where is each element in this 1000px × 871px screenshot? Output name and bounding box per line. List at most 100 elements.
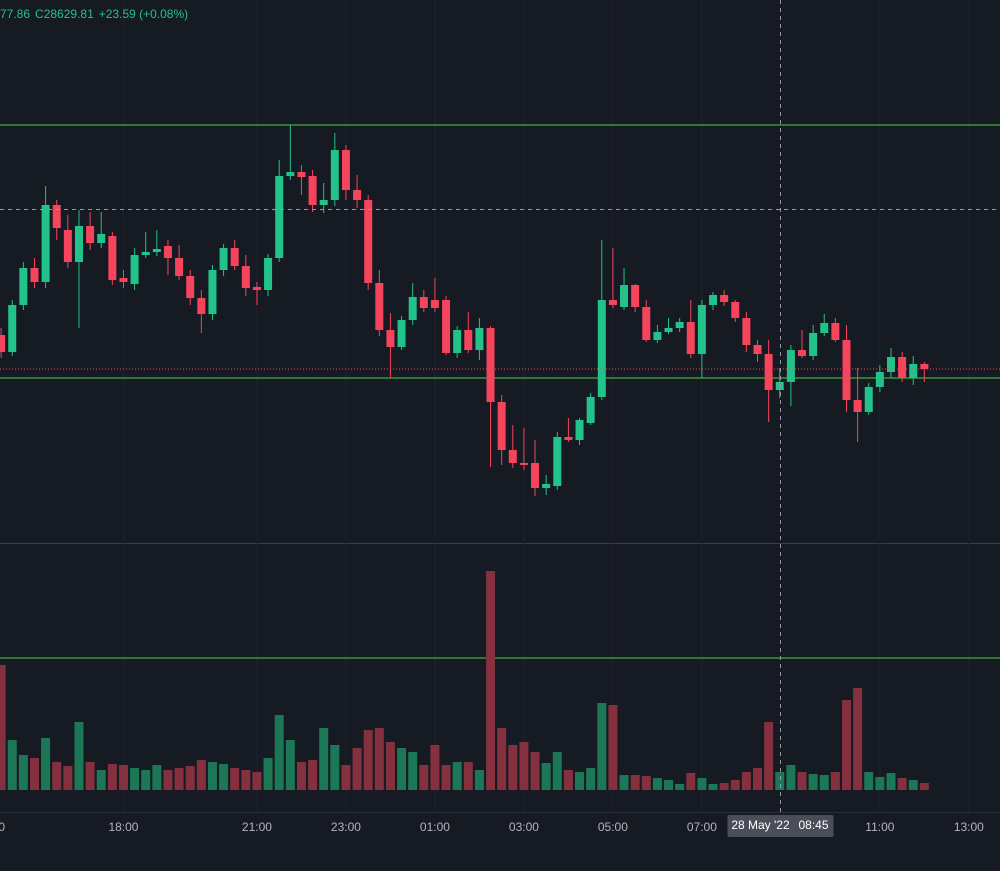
candle-body [664,328,673,332]
candle-body [341,150,350,190]
volume-bar [675,784,685,790]
volume-bar [374,728,384,790]
volume-bar [741,772,751,790]
volume-bar [886,773,896,790]
candle-body [709,295,718,305]
volume-bar [664,780,674,790]
candle-body [642,307,651,340]
volume-bar [541,763,551,790]
x-tick-label: 21:00 [242,820,272,834]
volume-bar [897,778,907,790]
candle-body [686,322,695,354]
candle-body [0,335,6,352]
volume-bar [352,748,362,790]
candle-body [720,295,729,302]
volume-bar [519,742,529,790]
candle-body [63,230,72,262]
volume-bar [441,765,451,790]
candle-body [186,276,195,298]
candle-body [608,300,617,305]
candle-body [219,248,228,270]
crosshair-date: 28 May '22 [731,818,790,832]
volume-bar [241,770,251,790]
volume-bar [830,772,840,790]
candle-body [430,300,439,308]
x-tick-label: 03:00 [509,820,539,834]
volume-bar [686,773,696,790]
candle-body [486,328,495,402]
candle-body [519,463,528,465]
volume-bar [919,783,929,790]
volume-bar [497,728,507,790]
candle-body [864,387,873,412]
candle-body [264,258,273,290]
volume-bar [508,745,518,790]
x-tick-label: 07:00 [687,820,717,834]
volume-bar [408,752,418,790]
candle-body [408,297,417,320]
candle-body [775,382,784,390]
volume-bar [630,775,640,790]
volume-bar [853,688,863,790]
volume-bar [52,762,62,790]
candle-body [553,437,562,486]
candle-body [575,420,584,440]
candle-body [809,333,818,356]
candle-body [631,285,640,307]
volume-bar [152,765,162,790]
volume-bar [875,777,885,790]
volume-bar [18,755,28,790]
candle-body [442,300,451,353]
candle-body [30,268,39,282]
volume-bar [819,775,829,790]
candle-body [731,302,740,318]
candle-body [508,450,517,463]
candle-body [353,190,362,200]
candle-body [197,298,206,314]
candle-body [286,172,295,176]
volume-bar [196,760,206,790]
volume-bar [29,758,39,790]
candle-body [141,252,150,255]
volume-bar [575,772,585,790]
volume-bar [753,768,763,790]
volume-bar [141,770,151,790]
candle-body [130,255,139,284]
volume-bar [552,752,562,790]
candle-body [798,350,807,356]
volume-bar [85,762,95,790]
candle-body [475,328,484,350]
volume-bar [764,722,774,790]
volume-bar [719,783,729,790]
volume-bar [96,770,106,790]
x-tick-label: 05:00 [598,820,628,834]
volume-bar [296,762,306,790]
candle-body [41,205,50,282]
candle-body [275,176,284,258]
candle-body [297,172,306,177]
x-tick-label: 13:00 [954,820,984,834]
volume-bar [185,766,195,790]
volume-bar [452,762,462,790]
volume-bar [263,758,273,790]
ohlc-legend: 77.86 C28629.81 +23.59 (+0.08%) [0,7,188,21]
volume-bar [41,738,51,790]
x-tick-label: 18:00 [108,820,138,834]
candle-body [86,226,95,243]
candle-body [308,176,317,205]
legend-low: 77.86 [0,7,30,21]
volume-bar [230,768,240,790]
volume-bar [0,665,6,790]
volume-bar [474,770,484,790]
volume-bar [107,764,117,790]
candle-body [831,323,840,340]
candle-body [175,258,184,276]
candle-body [898,357,907,378]
candle-body [375,283,384,330]
volume-bar [385,742,395,790]
volume-bar [608,705,618,790]
candle-body [653,332,662,340]
volume-bar [308,760,318,790]
